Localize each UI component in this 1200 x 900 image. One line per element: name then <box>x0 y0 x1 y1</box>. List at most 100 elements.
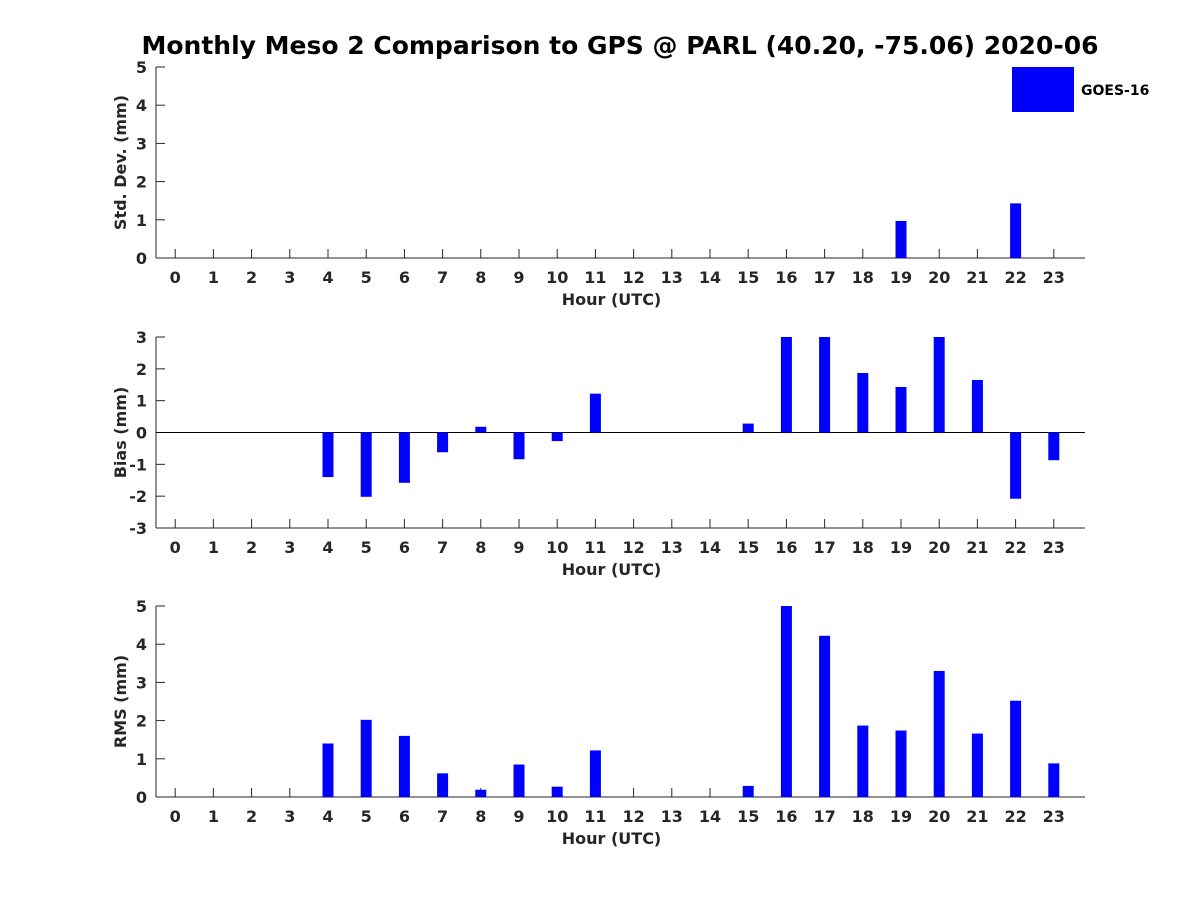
bar <box>819 635 831 797</box>
x-tick-label: 10 <box>546 268 568 287</box>
x-tick-label: 20 <box>928 268 950 287</box>
x-tick-label: 14 <box>699 807 721 826</box>
legend-swatch <box>1012 67 1074 112</box>
x-tick-label: 4 <box>322 268 333 287</box>
x-tick-label: 21 <box>966 807 988 826</box>
y-tick-label: 1 <box>136 211 147 230</box>
x-tick-label: 6 <box>399 268 410 287</box>
y-axis-label: Std. Dev. (mm) <box>111 95 130 230</box>
x-tick-label: 9 <box>513 538 524 557</box>
x-tick-label: 13 <box>661 268 683 287</box>
x-tick-label: 3 <box>284 268 295 287</box>
bar <box>398 735 410 797</box>
bar <box>589 393 601 433</box>
x-tick-label: 7 <box>437 538 448 557</box>
x-tick-label: 20 <box>928 538 950 557</box>
bar <box>475 789 487 797</box>
x-tick-label: 19 <box>890 268 912 287</box>
chart-title: Monthly Meso 2 Comparison to GPS @ PARL … <box>141 31 1098 60</box>
x-tick-label: 4 <box>322 807 333 826</box>
bar <box>780 606 792 797</box>
x-tick-label: 1 <box>208 268 219 287</box>
x-tick-label: 14 <box>699 268 721 287</box>
x-tick-label: 9 <box>513 807 524 826</box>
x-tick-label: 16 <box>775 538 797 557</box>
x-tick-label: 21 <box>966 268 988 287</box>
bar <box>819 337 831 433</box>
y-tick-label: 2 <box>136 173 147 192</box>
x-tick-label: 13 <box>661 807 683 826</box>
x-tick-label: 23 <box>1043 538 1065 557</box>
x-tick-label: 5 <box>361 807 372 826</box>
x-axis-label: Hour (UTC) <box>562 560 662 579</box>
x-tick-label: 13 <box>661 538 683 557</box>
bar <box>895 220 907 258</box>
x-tick-label: 4 <box>322 538 333 557</box>
y-axis-label: RMS (mm) <box>111 655 130 748</box>
bar <box>1010 432 1022 499</box>
x-tick-label: 10 <box>546 538 568 557</box>
bar <box>1048 763 1060 797</box>
x-axis-label: Hour (UTC) <box>562 290 662 309</box>
x-tick-label: 1 <box>208 538 219 557</box>
x-tick-label: 14 <box>699 538 721 557</box>
x-tick-label: 17 <box>813 268 835 287</box>
bar <box>971 379 983 433</box>
y-tick-label: 0 <box>136 424 147 443</box>
x-tick-label: 7 <box>437 268 448 287</box>
y-tick-label: 4 <box>136 96 147 115</box>
x-tick-label: 0 <box>170 538 181 557</box>
x-tick-label: 3 <box>284 807 295 826</box>
bar <box>437 432 449 453</box>
x-tick-label: 23 <box>1043 807 1065 826</box>
bar <box>437 773 449 797</box>
x-tick-label: 16 <box>775 268 797 287</box>
x-tick-label: 8 <box>475 807 486 826</box>
bar <box>322 743 334 797</box>
bar <box>933 670 945 797</box>
bar <box>1048 432 1060 461</box>
x-tick-label: 0 <box>170 807 181 826</box>
bar <box>857 372 869 433</box>
legend-label: GOES-16 <box>1081 83 1149 99</box>
y-tick-label: 3 <box>136 134 147 153</box>
y-tick-label: -3 <box>129 519 147 538</box>
bar <box>780 337 792 433</box>
bar <box>742 785 754 797</box>
x-tick-label: 10 <box>546 807 568 826</box>
bar <box>513 432 525 460</box>
x-tick-label: 18 <box>852 538 874 557</box>
x-tick-label: 17 <box>813 538 835 557</box>
x-tick-label: 19 <box>890 538 912 557</box>
x-tick-label: 11 <box>584 538 606 557</box>
y-tick-label: 5 <box>136 58 147 77</box>
y-tick-label: 0 <box>136 249 147 268</box>
x-tick-label: 19 <box>890 807 912 826</box>
y-tick-label: -1 <box>129 455 147 474</box>
bar <box>360 719 372 797</box>
x-tick-label: 2 <box>246 807 257 826</box>
x-tick-label: 9 <box>513 268 524 287</box>
bar <box>971 733 983 797</box>
bar <box>589 750 601 797</box>
x-tick-label: 8 <box>475 268 486 287</box>
x-tick-label: 15 <box>737 807 759 826</box>
x-tick-label: 21 <box>966 538 988 557</box>
x-axis-label: Hour (UTC) <box>562 829 662 848</box>
bar <box>360 432 372 497</box>
x-tick-label: 5 <box>361 538 372 557</box>
bar <box>551 432 563 442</box>
bar <box>513 764 525 797</box>
x-tick-label: 15 <box>737 268 759 287</box>
bar <box>1010 203 1022 258</box>
x-tick-label: 12 <box>622 807 644 826</box>
x-tick-label: 18 <box>852 268 874 287</box>
x-tick-label: 11 <box>584 268 606 287</box>
x-tick-label: 8 <box>475 538 486 557</box>
x-tick-label: 2 <box>246 538 257 557</box>
x-tick-label: 3 <box>284 538 295 557</box>
